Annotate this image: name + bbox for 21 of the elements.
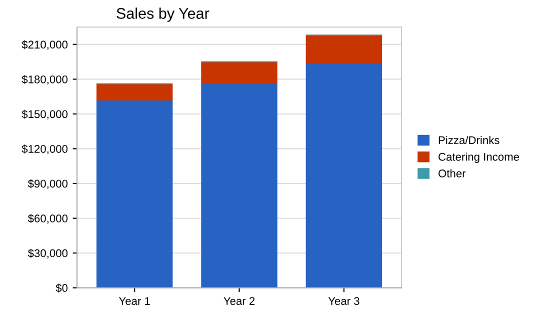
y-tick-label: $120,000 — [22, 144, 68, 154]
legend-label: Catering Income — [438, 152, 520, 163]
bar — [201, 61, 278, 84]
y-tick-label: $210,000 — [22, 40, 68, 50]
x-tick-label: Year 1 — [118, 297, 150, 305]
y-tick-label: $0 — [56, 284, 68, 293]
x-tick-label: Year 3 — [328, 297, 360, 305]
y-tick-label: $180,000 — [22, 74, 68, 85]
y-tick-label: $60,000 — [28, 214, 68, 224]
x-tick-label: Year 2 — [224, 297, 255, 305]
y-tick-label: $90,000 — [28, 179, 68, 189]
bar — [96, 83, 173, 100]
bar — [306, 62, 382, 288]
y-tick-label: $150,000 — [22, 110, 68, 120]
chart-title: Sales by Year — [116, 8, 210, 22]
y-tick-label: $30,000 — [28, 248, 68, 258]
bar — [96, 100, 173, 288]
legend-label: Pizza/Drinks — [438, 136, 500, 144]
legend-label: Other — [438, 169, 466, 178]
bar — [201, 82, 278, 288]
bar — [306, 34, 382, 64]
